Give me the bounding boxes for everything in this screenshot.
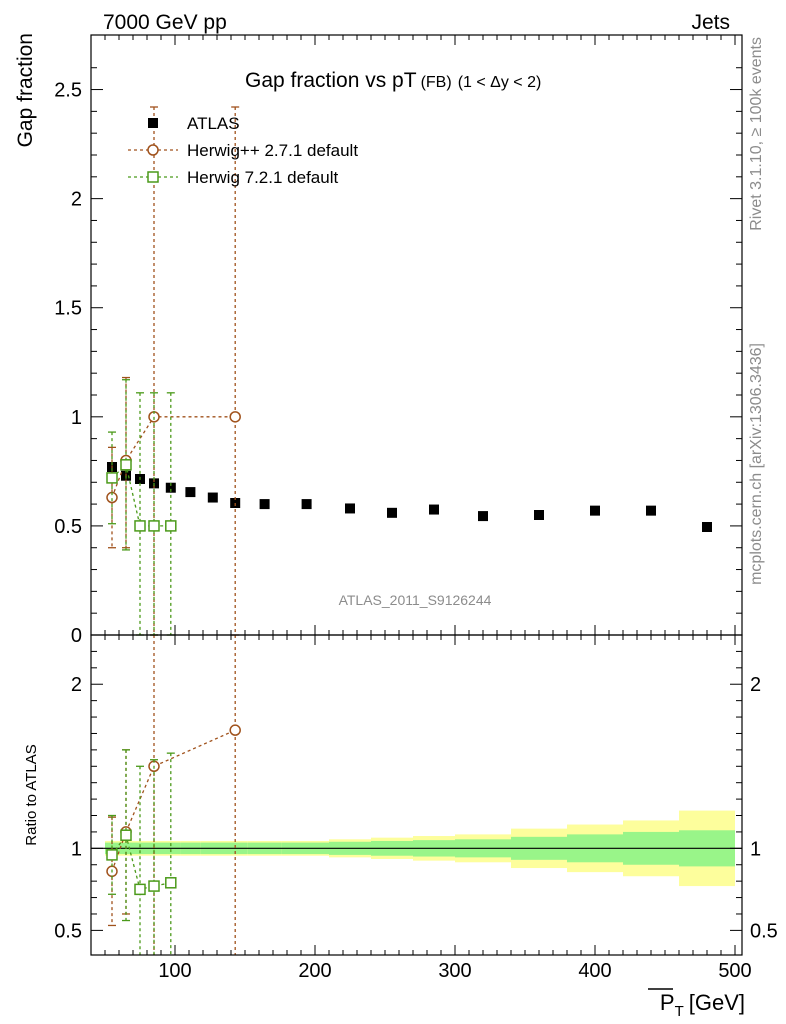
legend-herwig7-marker xyxy=(147,171,159,183)
herwig7-main-point xyxy=(134,520,146,532)
legend-atlas-marker xyxy=(148,118,158,128)
x-axis-label-unit: [GeV] xyxy=(689,990,745,1015)
herwigpp-ratio-line xyxy=(111,729,236,872)
atlas-data-point xyxy=(259,499,270,510)
atlas-data-point xyxy=(534,510,544,520)
main-y-tick-label: 2.5 xyxy=(54,80,82,102)
atlas-data-point xyxy=(207,492,218,503)
ratio-y-tick-label-right: 1 xyxy=(750,838,761,860)
atlas-data-point xyxy=(702,522,712,532)
ratio-y-tick-label: 0.5 xyxy=(54,920,82,942)
x-tick-label: 500 xyxy=(718,960,751,982)
atlas-data-point xyxy=(646,505,656,516)
x-axis-label-sub: T xyxy=(675,1003,684,1020)
x-axis-label: PT [GeV] xyxy=(660,990,745,1020)
herwig7-main-point xyxy=(120,459,132,471)
atlas-data-point xyxy=(185,487,196,498)
herwig7-main-point xyxy=(106,472,118,484)
ratio-plot-frame xyxy=(90,634,743,956)
legend-label: Herwig 7.2.1 default xyxy=(187,168,338,187)
ratio-y-tick-label: 2 xyxy=(71,674,82,696)
main-y-tick-label: 1.5 xyxy=(54,298,82,320)
x-tick-label: 100 xyxy=(158,960,191,982)
main-title-sub: (FB) xyxy=(421,74,452,91)
x-tick-label: 300 xyxy=(438,960,471,982)
main-title-range: (1 < Δy < 2) xyxy=(458,74,542,91)
legend-label: ATLAS xyxy=(187,114,240,133)
atlas-data-point xyxy=(301,499,312,510)
x-tick-label: 400 xyxy=(578,960,611,982)
herwig7-main-point xyxy=(148,520,160,532)
ratio-y-tick-label: 1 xyxy=(71,838,82,860)
main-y-tick-label: 0 xyxy=(71,625,82,647)
main-ylabel: Gap fraction xyxy=(14,33,37,147)
atlas-data-point xyxy=(387,507,397,518)
legend: ATLAS Herwig++ 2.7.1 default Herwig 7.2.1 … xyxy=(128,114,358,187)
main-title-main: Gap fraction vs pT xyxy=(245,69,417,92)
legend-label: Herwig++ 2.7.1 default xyxy=(187,141,358,160)
ratio-y-tick-label-right: 0.5 xyxy=(750,920,778,942)
atlas-data-point xyxy=(590,505,600,516)
atlas-data-point xyxy=(345,503,355,514)
x-axis-label-main: P xyxy=(660,990,675,1015)
rivet-label: Rivet 3.1.10, ≥ 100k events xyxy=(748,37,765,231)
mcplots-label: mcplots.cern.ch [arXiv:1306.3436] xyxy=(748,343,765,585)
herwig7-ratio-point xyxy=(106,849,118,861)
header-left: 7000 GeV pp xyxy=(103,11,227,34)
x-tick-label: 200 xyxy=(298,960,331,982)
legend-herwigpp-marker xyxy=(147,144,159,156)
herwig7-ratio-point xyxy=(120,829,132,841)
main-y-tick-label: 1 xyxy=(71,407,82,429)
herwig7-ratio-point xyxy=(165,877,177,889)
ratio-ylabel: Ratio to ATLAS xyxy=(23,744,40,845)
herwigpp-ratio-point xyxy=(229,724,241,736)
atlas-data-point xyxy=(429,504,439,515)
atlas-data-point xyxy=(478,511,488,522)
watermark: ATLAS_2011_S9126244 xyxy=(339,592,492,608)
main-y-tick-label: 2 xyxy=(71,189,82,211)
herwig7-ratio-point xyxy=(134,883,146,896)
header-right: Jets xyxy=(691,11,730,34)
herwigpp-main-point xyxy=(229,411,241,423)
main-y-tick-label: 0.5 xyxy=(54,516,82,538)
herwigpp-main-line xyxy=(111,416,236,498)
herwig7-main-point xyxy=(165,520,177,532)
main-title: Gap fraction vs pT (FB) (1 < Δy < 2) xyxy=(245,69,541,92)
ratio-y-tick-label-right: 2 xyxy=(750,674,761,696)
herwig7-ratio-point xyxy=(148,880,160,892)
atlas-data-point xyxy=(165,482,176,493)
